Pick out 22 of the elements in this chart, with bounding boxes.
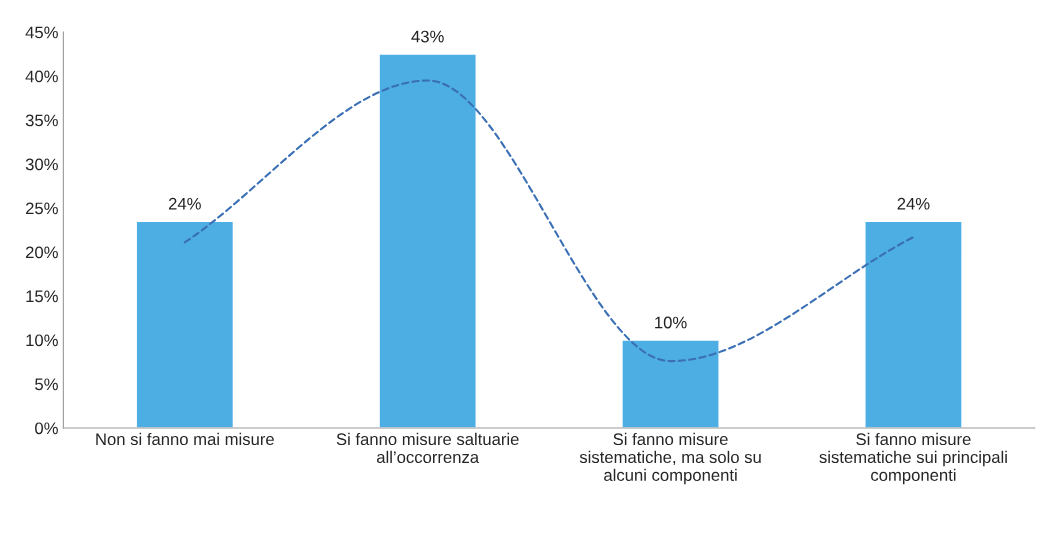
x-tick-label: Si fanno misure sistematiche, ma solo su alcuni componenti xyxy=(579,432,761,485)
y-tick-label: 25% xyxy=(25,202,58,215)
y-tick-label: 30% xyxy=(25,158,58,171)
y-tick-label: 20% xyxy=(25,246,58,259)
data-label: 24% xyxy=(168,197,201,210)
y-tick-label: 40% xyxy=(25,70,58,83)
data-label: 10% xyxy=(655,316,687,329)
y-tick-label: 0% xyxy=(35,422,58,435)
bar xyxy=(378,53,477,428)
data-label: 43% xyxy=(411,30,444,43)
bar xyxy=(621,339,720,428)
y-tick-label: 5% xyxy=(35,378,58,391)
y-tick-label: 45% xyxy=(25,26,58,39)
y-tick-label: 35% xyxy=(25,114,58,127)
data-label: 24% xyxy=(897,197,930,210)
x-tick-label: Si fanno misure sistematiche sui principali componenti xyxy=(819,432,1007,485)
bar xyxy=(864,220,963,428)
y-tick-label: 15% xyxy=(26,290,58,303)
x-tick-label: Non si fanno mai misure xyxy=(96,432,274,446)
bar xyxy=(135,220,235,428)
y-tick-label: 10% xyxy=(26,334,58,347)
x-tick-label: Si fanno misure saltuarie all’occorrenza xyxy=(336,432,519,464)
